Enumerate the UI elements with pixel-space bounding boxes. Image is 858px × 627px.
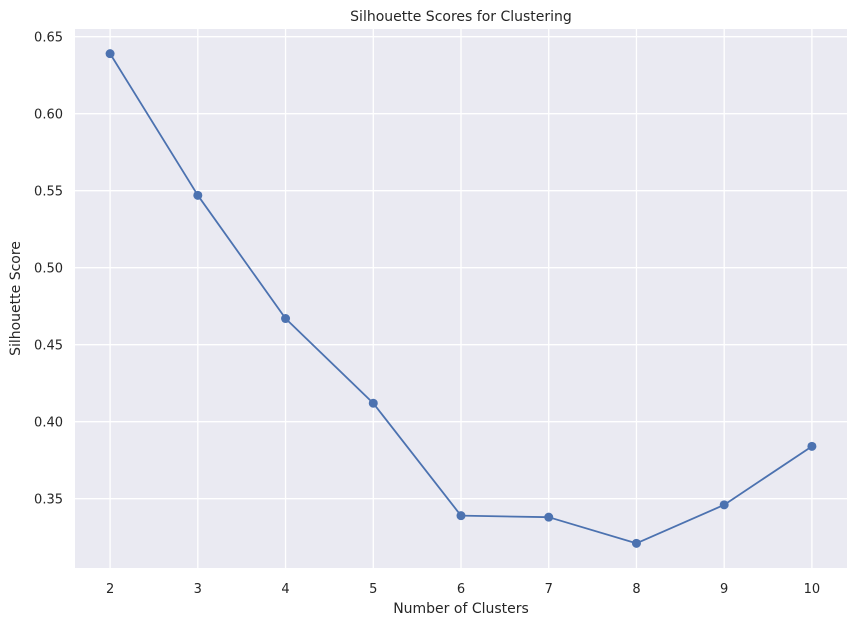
x-tick-label: 3 [194, 582, 202, 597]
y-tick-label: 0.50 [34, 262, 63, 277]
x-tick-label: 10 [804, 582, 821, 597]
gridlines [75, 29, 847, 568]
y-tick-label: 0.60 [34, 108, 63, 123]
y-axis-label: Silhouette Score [8, 241, 24, 356]
x-tick-label: 8 [632, 582, 640, 597]
marker-layer [105, 49, 817, 548]
data-point [368, 398, 378, 408]
y-tick-label: 0.55 [34, 185, 63, 200]
data-point [719, 500, 729, 510]
data-point [281, 314, 291, 324]
data-point [631, 538, 641, 548]
x-tick-label: 5 [369, 582, 377, 597]
data-point [193, 190, 203, 200]
x-tick-label: 6 [457, 582, 465, 597]
y-tick-label: 0.35 [34, 493, 63, 508]
chart-title: Silhouette Scores for Clustering [350, 9, 572, 25]
y-tick-labels: 0.35 0.40 0.45 0.50 0.55 0.60 0.65 [34, 31, 63, 508]
x-axis-label: Number of Clusters [393, 601, 529, 617]
x-tick-labels: 2 3 4 5 6 7 8 9 10 [106, 582, 820, 597]
x-tick-label: 7 [545, 582, 553, 597]
x-tick-label: 2 [106, 582, 114, 597]
x-tick-label: 4 [281, 582, 289, 597]
data-point [544, 512, 554, 522]
y-tick-label: 0.65 [34, 31, 63, 46]
data-point [807, 441, 817, 451]
x-tick-label: 9 [720, 582, 728, 597]
data-point [105, 49, 115, 59]
y-tick-label: 0.40 [34, 416, 63, 431]
y-tick-label: 0.45 [34, 339, 63, 354]
data-point [456, 511, 466, 521]
